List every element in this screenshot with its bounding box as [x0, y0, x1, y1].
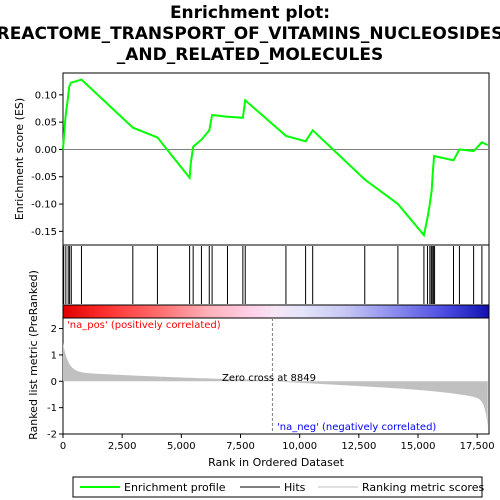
- legend-label-hits: Hits: [284, 481, 306, 494]
- es-y-axis-label: Enrichment score (ES): [13, 98, 26, 220]
- ranking-metric-area: [63, 343, 488, 427]
- es-y-tick-label: 0.00: [35, 145, 57, 156]
- metric-y-tick-label: 1: [51, 350, 57, 361]
- x-tick-label: 15,000: [401, 441, 436, 452]
- hits-panel: [62, 244, 490, 306]
- enrichment-profile-line: [62, 78, 489, 238]
- metric-y-axis-label: Ranked list metric (PreRanked): [27, 270, 40, 440]
- es-y-tick-label: -0.15: [31, 227, 57, 238]
- metric-y-tick-label: -1: [47, 403, 57, 414]
- hit-markers: [63, 246, 483, 304]
- pos-correlated-label: 'na_pos' (positively correlated): [67, 320, 221, 331]
- x-tick-label: 0: [60, 441, 66, 452]
- x-tick-label: 10,000: [282, 441, 317, 452]
- es-panel-frame: [62, 72, 490, 246]
- legend-label-metric: Ranking metric scores: [362, 481, 484, 494]
- es-y-tick-label: 0.10: [35, 90, 57, 101]
- chart-title-line-2: REACTOME_TRANSPORT_OF_VITAMINS_NUCLEOSID…: [0, 24, 500, 44]
- ranking-heatmap: [62, 304, 490, 319]
- neg-correlated-label: 'na_neg' (negatively correlated): [277, 422, 436, 433]
- es-y-tick-label: -0.10: [31, 200, 57, 211]
- metric-y-tick-label: 0: [51, 377, 57, 388]
- hits-panel-frame: [62, 244, 490, 306]
- es-y-ticks: 0.10 0.05 0.00 -0.05 -0.10 -0.15: [31, 90, 63, 238]
- chart-title-line-1: Enrichment plot:: [170, 3, 330, 23]
- metric-y-tick-label: -2: [47, 430, 57, 441]
- metric-panel: 2 1 0 -1 -2 'na_pos' (positively correlated)…: [27, 270, 490, 441]
- legend-label-profile: Enrichment profile: [124, 481, 226, 494]
- es-panel: 0.10 0.05 0.00 -0.05 -0.10 -0.15 Enrichment s…: [13, 72, 490, 246]
- metric-y-tick-label: 2: [51, 324, 57, 335]
- chart-title-line-3: _AND_RELATED_MOLECULES: [117, 45, 383, 65]
- metric-y-ticks: 2 1 0 -1 -2: [47, 324, 63, 441]
- legend: Enrichment profile Hits Ranking metric s…: [72, 476, 484, 498]
- x-tick-label: 12,500: [341, 441, 376, 452]
- x-tick-label: 5,000: [167, 441, 196, 452]
- es-y-tick-label: 0.05: [35, 118, 57, 129]
- x-tick-label: 2,500: [108, 441, 137, 452]
- x-axis-label: Rank in Ordered Dataset: [208, 456, 345, 469]
- x-axis-ticks: 0 2,500 5,000 7,500 10,000 12,500 15,000 17,500: [60, 434, 495, 452]
- x-tick-label: 7,500: [226, 441, 255, 452]
- x-tick-label: 17,500: [460, 441, 495, 452]
- es-y-tick-label: -0.05: [31, 172, 57, 183]
- zero-cross-label: Zero cross at 8849: [222, 373, 316, 384]
